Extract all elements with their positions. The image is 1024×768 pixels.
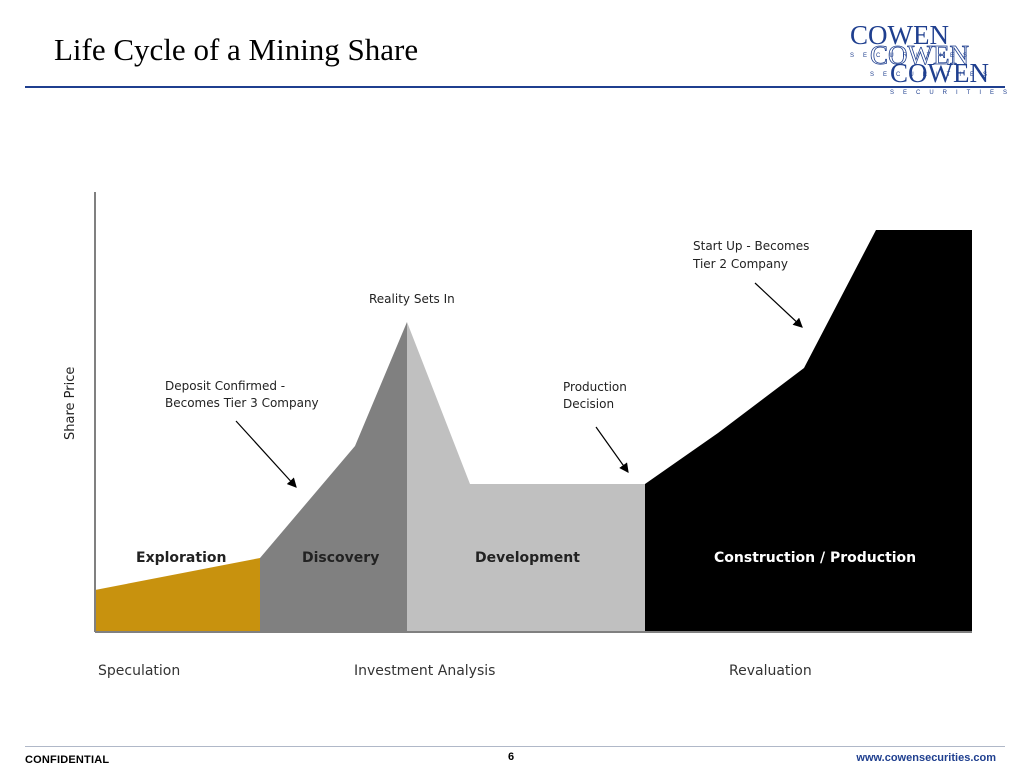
svg-text:SECURITIES: SECURITIES [870, 72, 996, 78]
annotation-start-up: Start Up - Becomes Tier 2 Company [692, 239, 813, 271]
discovery-area [260, 322, 407, 632]
annotation-start-up-line2: Tier 2 Company [692, 257, 788, 271]
footer-divider [25, 746, 1005, 747]
annotation-production-decision-line2: Decision [563, 397, 614, 411]
website-link[interactable]: www.cowensecurities.com [856, 752, 996, 764]
annotation-deposit-confirmed-line1: Deposit Confirmed - [165, 379, 285, 393]
exploration-area [95, 558, 260, 632]
confidential-label: CONFIDENTIAL [25, 754, 110, 766]
phase-label-development: Development [475, 550, 580, 566]
svg-text:SECURITIES: SECURITIES [890, 90, 1011, 96]
annotation-production-decision-line1: Production [563, 380, 627, 394]
annotation-start-up-line1: Start Up - Becomes [693, 239, 809, 253]
arrow-start-up [754, 282, 803, 328]
stage-speculation: Speculation [98, 663, 180, 679]
annotation-deposit-confirmed-line2: Becomes Tier 3 Company [165, 396, 319, 410]
page-number: 6 [508, 751, 515, 763]
title-divider [25, 86, 1005, 88]
arrow-production-decision [595, 426, 629, 473]
slide-title: Life Cycle of a Mining Share [54, 32, 419, 67]
stage-revaluation: Revaluation [729, 663, 812, 679]
stage-investment-analysis: Investment Analysis [354, 663, 495, 679]
phase-label-construction-production: Construction / Production [714, 550, 916, 566]
construction-production-area [645, 230, 972, 632]
svg-text:COWEN: COWEN [890, 58, 989, 88]
logo-wordmark: COWEN COWEN COWEN [850, 20, 989, 88]
annotation-reality-sets-in: Reality Sets In [369, 292, 455, 306]
svg-text:SECURITIES: SECURITIES [850, 53, 976, 59]
phase-label-exploration: Exploration [136, 550, 226, 566]
phase-label-discovery: Discovery [302, 550, 379, 566]
annotation-production-decision: Production Decision [563, 380, 631, 411]
arrow-deposit-confirmed [235, 420, 297, 488]
annotation-deposit-confirmed: Deposit Confirmed - Becomes Tier 3 Compa… [165, 379, 319, 410]
y-axis-label: Share Price [63, 367, 78, 440]
svg-text:COWEN: COWEN [850, 20, 949, 50]
development-area [407, 322, 645, 632]
svg-text:COWEN: COWEN [870, 40, 969, 70]
cowen-logo: COWEN COWEN COWEN SECURITIES SECURITIES … [850, 20, 1011, 96]
